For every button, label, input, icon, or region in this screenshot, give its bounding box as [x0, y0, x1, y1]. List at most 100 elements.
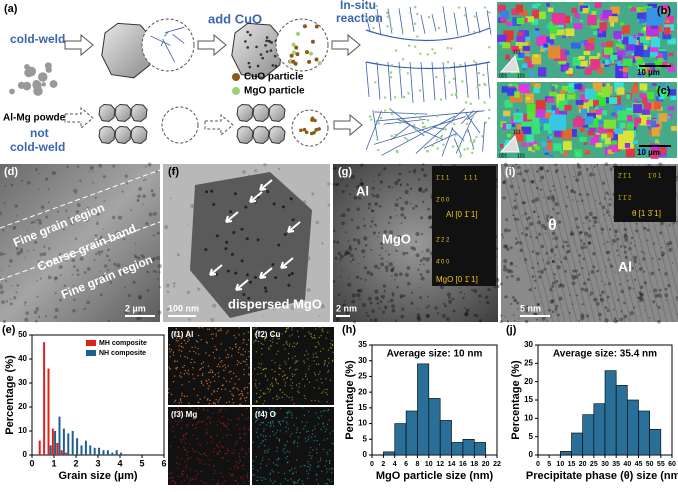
texture: [25, 311, 30, 315]
texture: [366, 270, 371, 275]
eds-dot: [261, 353, 263, 355]
label: θ: [548, 217, 557, 234]
texture: [666, 242, 670, 246]
label: θ [1 3̄ 1]: [632, 209, 661, 218]
mgo-dot: [406, 138, 409, 141]
cuo-dot: [307, 59, 312, 64]
eds-dot: [281, 333, 283, 335]
texture: [551, 284, 555, 288]
texture: [550, 247, 554, 252]
eds-dot: [315, 473, 317, 475]
texture: [102, 175, 106, 179]
label: (f3) Mg: [171, 410, 197, 419]
texture: [554, 236, 559, 241]
texture: [538, 302, 540, 305]
eds-dot: [223, 369, 225, 372]
texture: [54, 276, 58, 279]
texture: [570, 232, 573, 236]
mgo-dot: [414, 5, 417, 9]
texture: [417, 178, 421, 181]
texture: [478, 294, 482, 298]
texture: [386, 260, 388, 263]
mgo-dot: [364, 16, 368, 20]
texture: [638, 300, 641, 303]
eds-dot: [312, 356, 315, 358]
eds-dot: [186, 357, 189, 359]
texture: [341, 178, 344, 181]
label: 4̄ 0 0: [436, 260, 450, 266]
eds-dot: [239, 347, 241, 349]
eds-dot: [262, 435, 264, 437]
mgo-dot: [401, 119, 405, 122]
eds-dot: [200, 380, 203, 383]
grain: [551, 13, 566, 25]
eds-dot: [298, 478, 301, 481]
eds-dot: [214, 403, 216, 405]
eds-dot: [181, 427, 183, 430]
grain: [507, 133, 512, 138]
texture: [44, 177, 49, 181]
grain: [603, 119, 616, 129]
cuo-dot: [274, 65, 278, 68]
texture: [609, 264, 614, 268]
eds-dot: [278, 457, 280, 459]
texture: [452, 309, 456, 313]
texture: [117, 215, 123, 220]
eds-dot: [331, 340, 333, 342]
grain: [650, 149, 659, 159]
eds-dot: [213, 380, 216, 382]
texture: [71, 258, 76, 263]
eds-dot: [213, 402, 215, 404]
legend-cuo: [232, 73, 240, 81]
eds-dot: [317, 483, 319, 485]
grain: [520, 10, 528, 16]
powder: [49, 80, 58, 88]
texture: [571, 281, 576, 286]
texture: [43, 245, 46, 248]
label: 2̄ 1̄ 1: [618, 174, 632, 180]
label: 101: [517, 153, 526, 159]
x-tick-label: 30: [601, 461, 609, 468]
texture: [402, 251, 406, 256]
eds-dot: [169, 445, 172, 447]
eds-dot: [227, 365, 229, 367]
texture: [341, 269, 343, 272]
grain: [526, 103, 537, 113]
texture: [142, 194, 146, 199]
texture: [0, 252, 4, 256]
grain-boundary: [390, 124, 411, 141]
texture: [574, 217, 579, 221]
grain: [607, 59, 613, 64]
texture: [56, 210, 59, 213]
texture: [565, 185, 569, 189]
eds-dot: [325, 428, 328, 430]
eds-dot: [175, 462, 178, 464]
eds-dot: [221, 384, 223, 386]
eds-dot: [286, 455, 289, 458]
texture: [400, 213, 404, 217]
eds-dot: [168, 388, 170, 390]
eds-dot: [326, 423, 329, 425]
texture: [538, 166, 544, 171]
eds-dot: [290, 384, 292, 387]
eds-dot: [277, 421, 280, 423]
texture: [123, 238, 126, 241]
x-tick-label: 5: [139, 458, 144, 468]
texture: [96, 283, 100, 287]
grain: [631, 86, 639, 94]
texture: [372, 231, 377, 235]
grain: [540, 117, 550, 124]
eds-dot: [233, 386, 235, 389]
texture: [38, 221, 42, 225]
legend-label: MH composite: [99, 340, 147, 347]
lattice-fringe: [548, 163, 590, 323]
y-tick-label: 35: [358, 340, 367, 349]
x-tick-label: 55: [657, 461, 665, 468]
eds-dot: [235, 479, 237, 482]
eds-dot: [307, 358, 309, 360]
texture: [359, 190, 362, 193]
particle: [101, 22, 154, 79]
grain: [632, 140, 638, 144]
texture: [592, 216, 595, 219]
texture: [551, 259, 555, 264]
